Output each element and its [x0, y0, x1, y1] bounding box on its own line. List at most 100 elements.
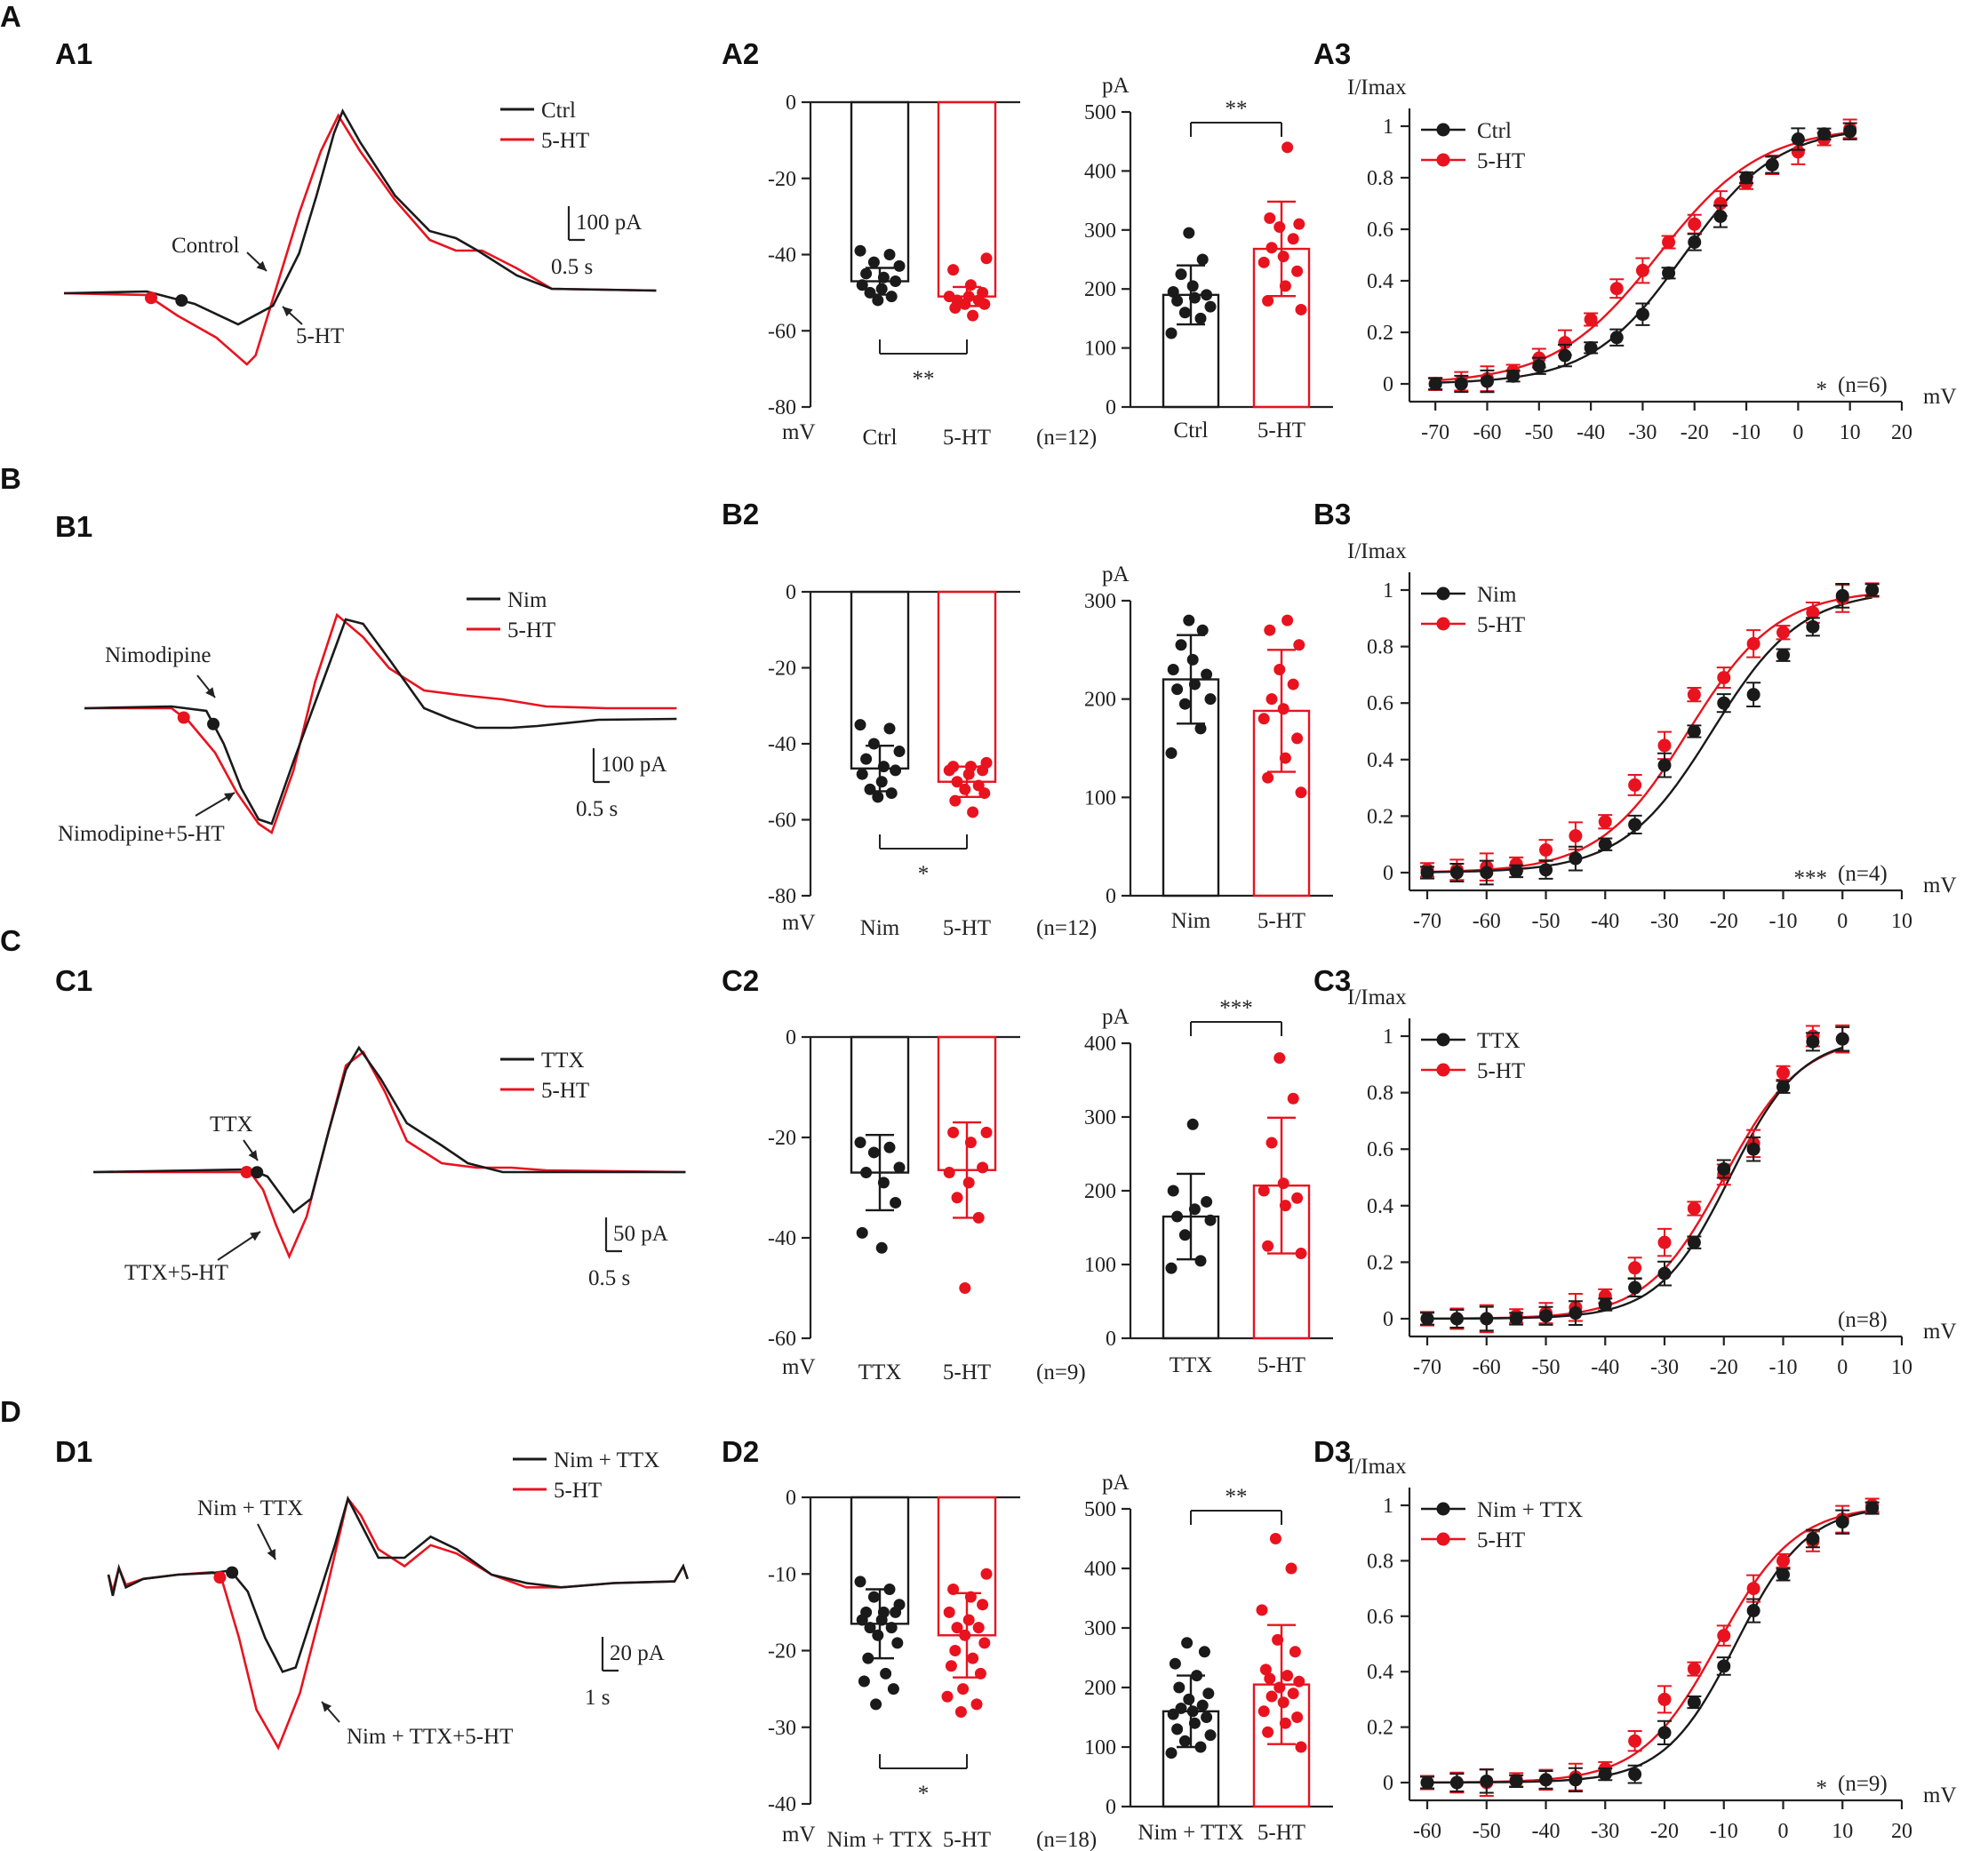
y-tick-label: -60 — [768, 1328, 796, 1351]
data-point-control — [1196, 253, 1209, 266]
legend-label-treatment: 5-HT — [507, 618, 555, 642]
data-point-treatment — [1262, 1726, 1274, 1738]
y-tick-label: 0.6 — [1367, 1606, 1393, 1629]
y-tick-label: 0 — [1383, 1308, 1393, 1331]
data-point-control — [1178, 307, 1191, 319]
iv-point-treatment — [1657, 1692, 1672, 1706]
data-point-treatment — [1265, 1690, 1278, 1703]
legend-label-treatment: 5-HT — [541, 1079, 589, 1103]
iv-point-control — [1569, 1306, 1583, 1320]
x-tick-label: 0 — [1837, 1356, 1848, 1379]
row-letter-C: C — [0, 924, 21, 957]
category-label-treatment: 5-HT — [1257, 419, 1305, 443]
y-tick-label: 300 — [1084, 1617, 1116, 1640]
iv-point-treatment — [1569, 829, 1583, 843]
x-axis-label: mV — [1923, 874, 1957, 898]
data-point-treatment — [1279, 280, 1291, 292]
legend-marker-treatment — [1436, 617, 1450, 631]
data-point-control — [1204, 693, 1217, 706]
iv-point-control — [1657, 1726, 1672, 1740]
data-point-treatment — [957, 1683, 970, 1695]
x-tick-label: -30 — [1591, 1820, 1619, 1843]
iv-point-treatment — [1558, 336, 1572, 350]
data-point-treatment — [1262, 294, 1274, 307]
data-point-control — [875, 1241, 888, 1254]
x-tick-label: -30 — [1628, 421, 1657, 444]
data-point-control — [890, 764, 902, 777]
iv-point-control — [1843, 124, 1857, 139]
iv-point-treatment — [1657, 1235, 1672, 1249]
data-point-control — [1167, 286, 1179, 299]
x-tick-label: 10 — [1840, 421, 1861, 444]
data-point-treatment — [1295, 1248, 1307, 1260]
data-point-treatment — [1265, 1137, 1278, 1149]
data-point-control — [872, 294, 884, 307]
y-tick-label: 0.6 — [1367, 1138, 1393, 1161]
data-point-control — [860, 1167, 873, 1179]
data-point-control — [1171, 1723, 1184, 1735]
data-point-treatment — [1265, 242, 1278, 254]
data-point-control — [1188, 1203, 1201, 1216]
n-label: (n=12) — [1036, 916, 1097, 940]
data-point-treatment — [977, 1599, 989, 1611]
data-point-treatment — [974, 1667, 986, 1679]
x-tick-label: -70 — [1413, 910, 1441, 933]
y-tick-label: 0 — [1383, 862, 1393, 885]
data-point-control — [867, 256, 880, 268]
iv-point-control — [1509, 1312, 1523, 1326]
data-point-control — [1201, 668, 1213, 681]
legend-label-treatment: 5-HT — [1477, 1059, 1525, 1083]
y-tick-label: 0 — [1106, 885, 1116, 908]
scale-time-label: 0.5 s — [576, 797, 618, 821]
y-unit-label: pA — [1102, 1005, 1130, 1029]
data-point-treatment — [959, 1629, 971, 1641]
data-point-control — [864, 1622, 876, 1634]
annotation-arrow-head — [256, 260, 267, 271]
y-tick-label: 300 — [1084, 219, 1116, 243]
annotation-control: Control — [172, 234, 239, 258]
data-point-control — [1186, 1705, 1199, 1718]
data-point-control — [864, 286, 876, 299]
data-point-treatment — [947, 1584, 960, 1595]
data-point-control — [1167, 1708, 1179, 1720]
significance-label: ** — [913, 367, 935, 391]
data-point-treatment — [1291, 1711, 1304, 1723]
trace-treatment — [84, 612, 677, 835]
data-point-control — [875, 1614, 888, 1626]
annotation-arrow-head — [267, 1549, 275, 1560]
iv-point-control — [1539, 1773, 1553, 1787]
significance-label: *** — [1219, 996, 1253, 1020]
x-tick-label: -30 — [1650, 910, 1679, 933]
data-point-control — [872, 791, 884, 803]
iv-point-control — [1584, 340, 1598, 355]
iv-point-control — [1657, 758, 1672, 772]
data-point-control — [877, 1177, 890, 1189]
panel-label-D1: D1 — [55, 1435, 92, 1468]
panel-label-A1: A1 — [55, 37, 92, 70]
data-point-control — [1194, 722, 1207, 735]
iv-point-treatment — [1609, 282, 1624, 296]
annotation-treatment: 5-HT — [296, 324, 344, 348]
y-tick-label: 200 — [1084, 1180, 1116, 1203]
iv-point-control — [1817, 127, 1832, 141]
y-tick-label: -20 — [768, 168, 796, 191]
legend-label-treatment: 5-HT — [1477, 1528, 1525, 1552]
data-point-treatment — [943, 1606, 955, 1618]
iv-point-control — [1480, 1774, 1494, 1788]
y-tick-label: 100 — [1084, 1254, 1116, 1277]
x-axis-label: mV — [1923, 1783, 1957, 1807]
y-tick-label: -60 — [768, 810, 796, 833]
data-point-control — [1173, 1681, 1186, 1694]
y-tick-label: 0.8 — [1367, 1082, 1393, 1105]
y-tick-label: -20 — [768, 1640, 796, 1664]
y-tick-label: -40 — [768, 244, 796, 267]
category-label-treatment: 5-HT — [943, 426, 991, 450]
iv-point-treatment — [1717, 671, 1731, 685]
data-point-treatment — [947, 264, 960, 276]
x-tick-label: -60 — [1473, 910, 1501, 933]
data-point-treatment — [972, 1622, 985, 1634]
iv-point-treatment — [1776, 626, 1791, 640]
y-tick-label: 0 — [1106, 1328, 1116, 1351]
scale-current-label: 20 pA — [610, 1641, 665, 1665]
data-point-control — [875, 776, 888, 788]
